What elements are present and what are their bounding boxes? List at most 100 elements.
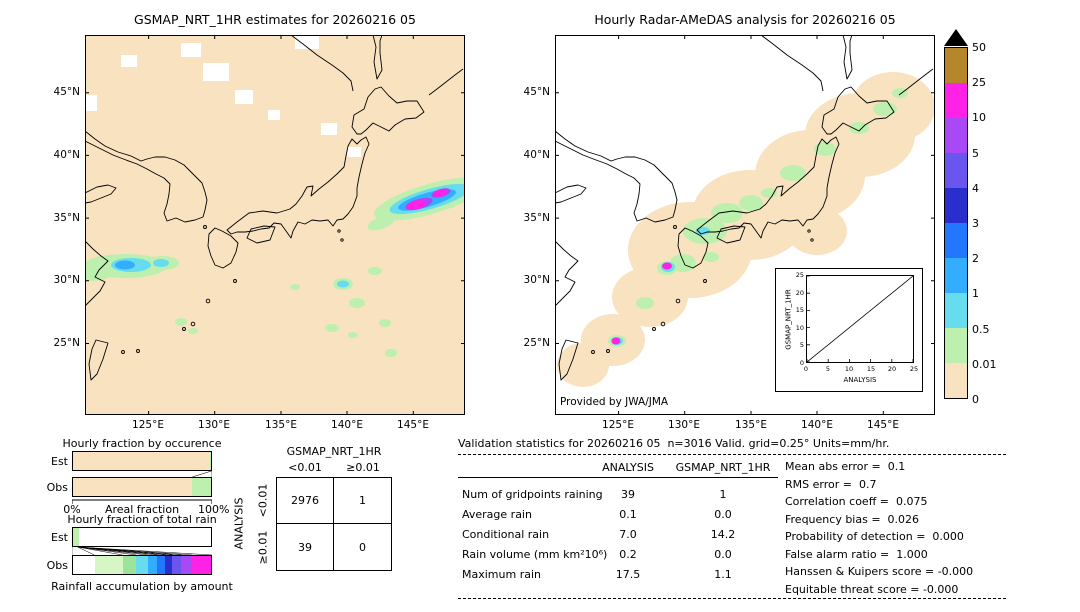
stats-title: Validation statistics for 20260216 05 n=… xyxy=(458,437,890,450)
bar-segment xyxy=(172,556,181,574)
bar-segment xyxy=(157,556,166,574)
inset-ylabel: GSMAP_NRT_1HR xyxy=(784,289,793,350)
rain-magenta xyxy=(406,189,447,211)
bar-segment xyxy=(136,556,148,574)
total-rain-obs-bar xyxy=(72,555,212,575)
colorbar-label: 0.5 xyxy=(972,323,990,336)
contingency-cell: 1 xyxy=(334,478,391,524)
bar-segment xyxy=(122,556,137,574)
colorbar-label: 0.01 xyxy=(972,358,997,371)
lon-label: 135°E xyxy=(735,419,767,431)
inset-ytick: 20 xyxy=(795,289,804,297)
radar-coverage xyxy=(557,72,935,387)
occurrence-est-bar xyxy=(72,451,212,471)
stats-value: 7.0 xyxy=(619,528,637,541)
inset-diagonal xyxy=(806,275,914,363)
total-rain-est-bar xyxy=(72,527,212,547)
lat-label: 35°N xyxy=(53,212,80,224)
colorbar-label: 0 xyxy=(972,393,979,406)
inset-ytick: 25 xyxy=(795,271,804,279)
stats-col-analysis: ANALYSIS xyxy=(602,461,654,474)
stats-row-label: Maximum rain xyxy=(462,568,541,581)
lat-label: 40°N xyxy=(523,149,550,161)
colorbar xyxy=(944,47,968,399)
lat-label: 35°N xyxy=(523,212,550,224)
colorbar-segment xyxy=(945,83,967,118)
colorbar-segment xyxy=(945,363,967,398)
inset-scatter: 0 5 10 15 20 25 0 5 10 15 20 25 GSMAP_NR… xyxy=(775,268,923,392)
colorbar-segment xyxy=(945,293,967,328)
stats-value: 0.2 xyxy=(619,548,637,561)
inset-ytick: 5 xyxy=(799,341,804,349)
separator-line xyxy=(458,454,1006,455)
colorbar-segment xyxy=(945,223,967,258)
bar-segment xyxy=(73,528,79,546)
stats-row-label: Average rain xyxy=(462,508,532,521)
colorbar-label: 2 xyxy=(972,252,979,265)
score-line: Mean abs error = 0.1 xyxy=(785,460,906,473)
score-line: Correlation coeff = 0.075 xyxy=(785,495,928,508)
colorbar-label: 25 xyxy=(972,76,986,89)
contingency-cell: 2976 xyxy=(277,478,334,524)
bar-segment xyxy=(73,478,192,496)
score-line: Equitable threat score = -0.000 xyxy=(785,583,959,596)
colorbar-segment xyxy=(945,188,967,223)
stats-row-label: Conditional rain xyxy=(462,528,550,541)
inset-xtick: 20 xyxy=(887,365,897,373)
credit-text: Provided by JWA/JMA xyxy=(560,396,669,408)
occurrence-title: Hourly fraction by occurence xyxy=(62,437,222,450)
bar-segment xyxy=(95,556,123,574)
colorbar-label: 4 xyxy=(972,182,979,195)
colorbar-segment xyxy=(945,258,967,293)
bar-segment xyxy=(191,556,211,574)
left-map-title: GSMAP_NRT_1HR estimates for 20260216 05 xyxy=(134,12,416,27)
lat-label: 25°N xyxy=(53,337,80,349)
contingency-col-label: ≥0.01 xyxy=(346,461,380,474)
colorbar-label: 50 xyxy=(972,41,986,54)
lat-label: 45°N xyxy=(53,86,80,98)
contingency-row-label: <0.01 xyxy=(256,483,270,518)
gsmap-background xyxy=(85,35,465,415)
inset-xtick: 0 xyxy=(803,365,809,373)
contingency-row-group: ANALYSIS xyxy=(232,497,246,550)
contingency-cell: 39 xyxy=(277,524,334,570)
stats-row-label: Rain volume (mm km²10⁶) xyxy=(462,548,608,561)
bar-segment xyxy=(147,556,158,574)
stats-value: 0.0 xyxy=(714,508,732,521)
axis-max-label: 100% xyxy=(198,503,230,516)
inset-plot-area xyxy=(806,275,914,363)
colorbar-label: 5 xyxy=(972,147,979,160)
lon-label: 135°E xyxy=(265,419,297,431)
lat-label: 25°N xyxy=(523,337,550,349)
bar-segment xyxy=(180,556,192,574)
contingency-col-label: <0.01 xyxy=(288,461,322,474)
separator-line xyxy=(458,598,1006,599)
bar-segment xyxy=(73,556,96,574)
score-line: Probability of detection = 0.000 xyxy=(785,530,964,543)
contingency-cell: 0 xyxy=(359,540,366,554)
row-label-obs: Obs xyxy=(46,481,68,494)
inset-xtick: 5 xyxy=(825,365,831,373)
stats-value: 0.0 xyxy=(714,548,732,561)
row-label-obs: Obs xyxy=(46,559,68,572)
inset-ytick: 10 xyxy=(795,324,804,332)
stats-value: 1.1 xyxy=(714,568,732,581)
inset-xtick: 15 xyxy=(866,365,876,373)
colorbar-segment xyxy=(945,328,967,363)
contingency-table: 2976 1 39 0 xyxy=(276,477,392,571)
inset-xtick: 10 xyxy=(844,365,854,373)
lat-label: 40°N xyxy=(53,149,80,161)
stats-value: 1 xyxy=(719,488,727,501)
occurrence-obs-bar xyxy=(72,477,212,497)
bar-segment xyxy=(78,528,211,546)
lat-label: 30°N xyxy=(53,274,80,286)
row-label-est: Est xyxy=(51,455,68,468)
colorbar-segment xyxy=(945,48,967,83)
lon-label: 125°E xyxy=(602,419,634,431)
nodata-patches xyxy=(85,35,361,157)
score-line: Hanssen & Kuipers score = -0.000 xyxy=(785,565,974,578)
colorbar-segment xyxy=(945,118,967,153)
inset-xtick: 25 xyxy=(909,365,919,373)
inset-ytick: 0 xyxy=(799,359,804,367)
